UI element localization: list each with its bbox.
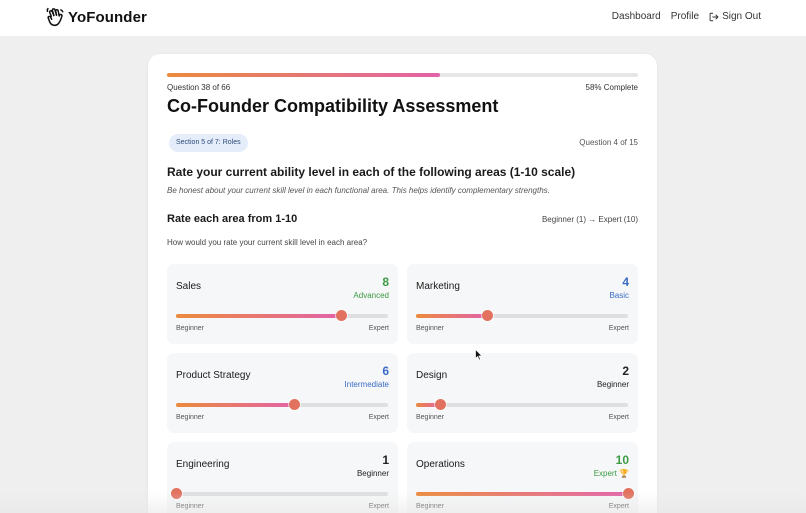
slider-thumb[interactable] xyxy=(623,488,634,499)
skill-slider[interactable] xyxy=(171,488,388,499)
slider-fill xyxy=(416,314,487,318)
slider-max-label: Expert xyxy=(368,414,389,421)
skill-slider[interactable] xyxy=(176,399,388,410)
nav-dashboard-label: Dashboard xyxy=(611,11,661,22)
slider-thumb[interactable] xyxy=(434,399,446,410)
slider-max-label: Expert xyxy=(608,503,629,510)
skill-score: 6 xyxy=(382,364,389,378)
sign-out-button[interactable]: Sign Out xyxy=(709,11,761,22)
slider-min-label: Beginner xyxy=(176,325,205,332)
slider-max-label: Expert xyxy=(608,325,629,332)
skill-slider[interactable] xyxy=(416,310,628,321)
scale-legend: Beginner (1) → Expert (10) xyxy=(541,215,638,224)
brand-name: YoFounder xyxy=(68,8,147,26)
mouse-pointer-icon xyxy=(475,349,483,361)
slider-fill xyxy=(416,492,628,496)
waving-hand-icon xyxy=(46,7,64,27)
skill-name: Sales xyxy=(176,281,202,292)
skill-score: 4 xyxy=(622,275,629,289)
skill-card-operations: Operations 10 Expert 🏆 Beginner Expert xyxy=(407,442,638,513)
header-nav: Dashboard Profile Sign Out xyxy=(612,11,761,22)
skill-name: Operations xyxy=(416,459,465,470)
slider-min-label: Beginner xyxy=(176,414,205,421)
slider-thumb[interactable] xyxy=(171,488,182,499)
skill-level: Expert 🏆 xyxy=(593,469,629,478)
skill-score: 1 xyxy=(382,453,389,467)
slider-max-label: Expert xyxy=(608,414,629,421)
assessment-progress-fill xyxy=(167,73,441,77)
question-help-text: Be honest about your current skill level… xyxy=(167,186,550,195)
skill-name: Marketing xyxy=(416,281,460,292)
question-text: Rate your current ability level in each … xyxy=(167,165,576,179)
brand-logo-link[interactable]: YoFounder xyxy=(46,7,147,27)
skill-card-engineering: Engineering 1 Beginner Beginner Expert xyxy=(167,442,398,513)
assessment-card: Question 38 of 66 58% Complete Co-Founde… xyxy=(148,54,657,513)
slider-max-label: Expert xyxy=(368,325,389,332)
skill-name: Engineering xyxy=(176,459,230,470)
skill-level: Advanced xyxy=(353,291,389,300)
skill-level: Intermediate xyxy=(344,380,389,389)
skill-name: Design xyxy=(416,370,448,381)
skill-card-sales: Sales 8 Advanced Beginner Expert xyxy=(167,264,398,344)
skill-slider[interactable] xyxy=(416,488,634,499)
skill-slider[interactable] xyxy=(416,399,628,410)
slider-thumb[interactable] xyxy=(335,310,347,321)
nav-dashboard-link[interactable]: Dashboard xyxy=(612,11,661,22)
nav-profile-link[interactable]: Profile xyxy=(671,11,699,22)
skill-name: Product Strategy xyxy=(176,370,251,381)
slider-min-label: Beginner xyxy=(176,503,205,510)
top-navigation-bar: YoFounder Dashboard Profile Sign Out xyxy=(0,0,806,36)
skill-score: 10 xyxy=(615,453,629,467)
rating-subprompt: How would you rate your current skill le… xyxy=(167,238,368,247)
rate-heading: Rate each area from 1-10 xyxy=(167,213,298,225)
skill-slider[interactable] xyxy=(176,310,388,321)
skill-score: 8 xyxy=(382,275,389,289)
section-question-counter: Question 4 of 15 xyxy=(579,138,638,147)
question-counter: Question 38 of 66 xyxy=(167,83,231,92)
sign-out-icon xyxy=(709,12,719,21)
slider-min-label: Beginner xyxy=(416,503,445,510)
slider-min-label: Beginner xyxy=(416,414,445,421)
skill-card-product-strategy: Product Strategy 6 Intermediate Beginner… xyxy=(167,353,398,433)
slider-max-label: Expert xyxy=(368,503,389,510)
assessment-progress-bar xyxy=(167,73,638,77)
nav-profile-label: Profile xyxy=(670,11,700,22)
completion-percent: 58% Complete xyxy=(585,83,638,92)
slider-fill xyxy=(176,314,341,318)
skill-level: Basic xyxy=(609,291,629,300)
skill-level: Beginner xyxy=(356,469,389,478)
skill-level: Beginner xyxy=(596,380,629,389)
slider-fill xyxy=(176,403,294,407)
section-badge: Section 5 of 7: Roles xyxy=(169,134,248,152)
page-title: Co-Founder Compatibility Assessment xyxy=(167,96,499,116)
slider-thumb[interactable] xyxy=(288,399,300,410)
skill-card-marketing: Marketing 4 Basic Beginner Expert xyxy=(407,264,638,344)
skill-score: 2 xyxy=(622,364,629,378)
slider-thumb[interactable] xyxy=(481,310,493,321)
skill-card-design: Design 2 Beginner Beginner Expert xyxy=(407,353,638,433)
slider-fill xyxy=(416,403,440,407)
slider-min-label: Beginner xyxy=(416,325,445,332)
nav-sign-out-label: Sign Out xyxy=(722,11,761,22)
